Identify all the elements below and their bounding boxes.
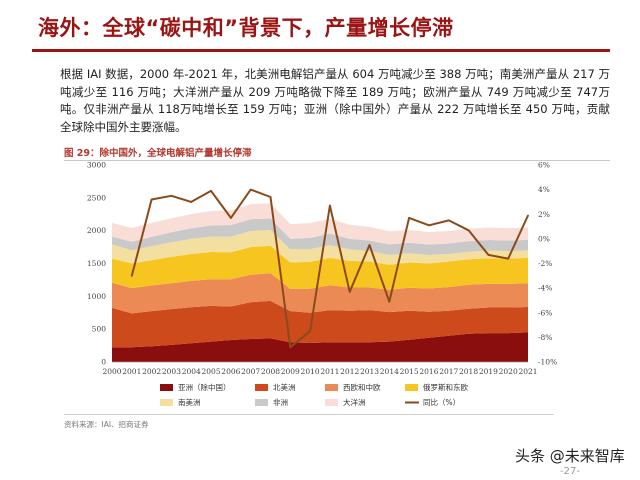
- area-series-0: [112, 332, 528, 362]
- yoy-point: [210, 189, 212, 192]
- legend-label: 西欧和中欧: [343, 382, 381, 392]
- y2-tick-label: -2%: [538, 259, 552, 268]
- y2-tick-label: 6%: [538, 161, 550, 170]
- legend-swatch: [325, 384, 338, 391]
- source-rule: [64, 414, 554, 415]
- legend-swatch: [255, 384, 268, 391]
- watermark: 头条 @未来智库: [515, 447, 625, 465]
- yoy-point: [130, 274, 133, 277]
- x-tick-label: 2008: [261, 367, 280, 376]
- x-tick-label: 2004: [182, 367, 201, 376]
- x-tick-label: 2006: [221, 367, 240, 376]
- legend-label: 同比（%）: [423, 397, 460, 407]
- y-tick-label: 2000: [87, 226, 106, 235]
- legend-swatch: [255, 399, 268, 406]
- yoy-point: [507, 257, 510, 260]
- x-tick-label: 2013: [360, 367, 379, 376]
- x-tick-label: 2011: [320, 367, 339, 376]
- axes-layer: 0 500 1000 1500 2000 2500 3000 6% 4% 2% 0% -2% -4% -6…: [87, 161, 557, 377]
- x-tick-label: 2014: [380, 367, 399, 376]
- x-tick-label: 2020: [499, 367, 518, 376]
- y2-tick-label: -6%: [538, 308, 552, 317]
- yoy-point: [150, 198, 153, 201]
- yoy-point: [309, 330, 311, 333]
- x-tick-label: 2017: [439, 367, 458, 376]
- y-tick-label: 500: [92, 325, 107, 334]
- legend-label: 俄罗斯和东欧: [423, 382, 468, 392]
- y2-tick-label: 2%: [538, 210, 550, 219]
- yoy-point: [269, 196, 272, 198]
- yoy-line-layer: [130, 188, 529, 349]
- y-tick-label: 0: [101, 358, 106, 367]
- x-tick-label: 2016: [419, 367, 438, 376]
- yoy-point: [527, 214, 529, 217]
- legend-swatch: [325, 399, 338, 406]
- x-tick-label: 2003: [162, 367, 181, 376]
- x-tick-label: 2019: [479, 367, 498, 376]
- y2-tick-label: -8%: [538, 333, 552, 342]
- x-tick-label: 2001: [122, 367, 141, 376]
- legend-swatch: [160, 384, 173, 391]
- area-series-1: [112, 300, 528, 348]
- page-number: -27-: [560, 466, 580, 477]
- intro-paragraph: 根据 IAI 数据，2000 年-2021 年，北美洲电解铝产量从 604 万吨…: [60, 67, 610, 134]
- legend-label: 大洋洲: [343, 397, 366, 407]
- area-layer: [112, 203, 528, 362]
- area-series-6: [112, 203, 528, 245]
- y-tick-label: 1500: [87, 259, 106, 268]
- yoy-point: [388, 300, 391, 303]
- legend-swatch: [405, 384, 418, 391]
- x-tick-label: 2012: [340, 367, 359, 376]
- y-tick-label: 2500: [87, 193, 106, 202]
- legend-label: 非洲: [273, 397, 288, 407]
- yoy-point: [348, 290, 351, 293]
- figure-caption-text: 图 29：除中国外，全球电解铝产量增长停滞: [64, 148, 252, 159]
- yoy-point: [190, 201, 193, 203]
- title-rule: [32, 49, 610, 52]
- x-tick-label: 2018: [459, 367, 478, 376]
- y-tick-label: 1000: [87, 292, 106, 301]
- yoy-point: [249, 188, 252, 191]
- yoy-point: [170, 194, 173, 197]
- y2-tick-label: 0%: [538, 234, 550, 243]
- x-tick-label: 2021: [518, 367, 537, 376]
- y2-tick-label: -10%: [538, 358, 557, 367]
- x-tick-label: 2015: [400, 367, 419, 376]
- yoy-point: [329, 204, 331, 207]
- yoy-point: [428, 224, 430, 227]
- x-tick-label: 2000: [102, 367, 121, 376]
- production-chart: 0 500 1000 1500 2000 2500 3000 6% 4% 2% 0% -2% -4% -6…: [87, 161, 557, 408]
- area-series-5: [112, 218, 528, 255]
- yoy-point: [487, 253, 490, 256]
- area-series-2: [112, 273, 528, 314]
- title-bar: 海外：全球“碳中和”背景下，产量增长停滞: [0, 0, 640, 52]
- y-tick-label: 3000: [87, 161, 106, 170]
- x-tick-label: 2002: [142, 367, 161, 376]
- yoy-point: [408, 217, 411, 219]
- x-tick-label: 2010: [301, 367, 320, 376]
- page-title: 海外：全球“碳中和”背景下，产量增长停滞: [38, 16, 454, 40]
- source-note: 资料来源：IAI、招商证券: [64, 420, 149, 429]
- y2-tick-label: 4%: [538, 185, 550, 194]
- area-series-4: [112, 230, 528, 265]
- yoy-point: [447, 219, 450, 222]
- legend-label: 北美洲: [273, 382, 296, 392]
- legend-swatch: [160, 399, 173, 406]
- y2-tick-label: -4%: [538, 284, 552, 293]
- figure-caption: 图 29：除中国外，全球电解铝产量增长停滞: [64, 145, 610, 161]
- x-tick-label: 2005: [202, 367, 221, 376]
- legend-label: 南美洲: [178, 397, 201, 407]
- yoy-point: [229, 217, 232, 219]
- legend-label: 亚洲（除中国）: [178, 382, 231, 392]
- x-tick-label: 2007: [241, 367, 260, 376]
- yoy-point: [289, 346, 292, 349]
- yoy-point: [368, 244, 371, 246]
- x-tick-label: 2009: [281, 367, 300, 376]
- yoy-point: [467, 229, 470, 232]
